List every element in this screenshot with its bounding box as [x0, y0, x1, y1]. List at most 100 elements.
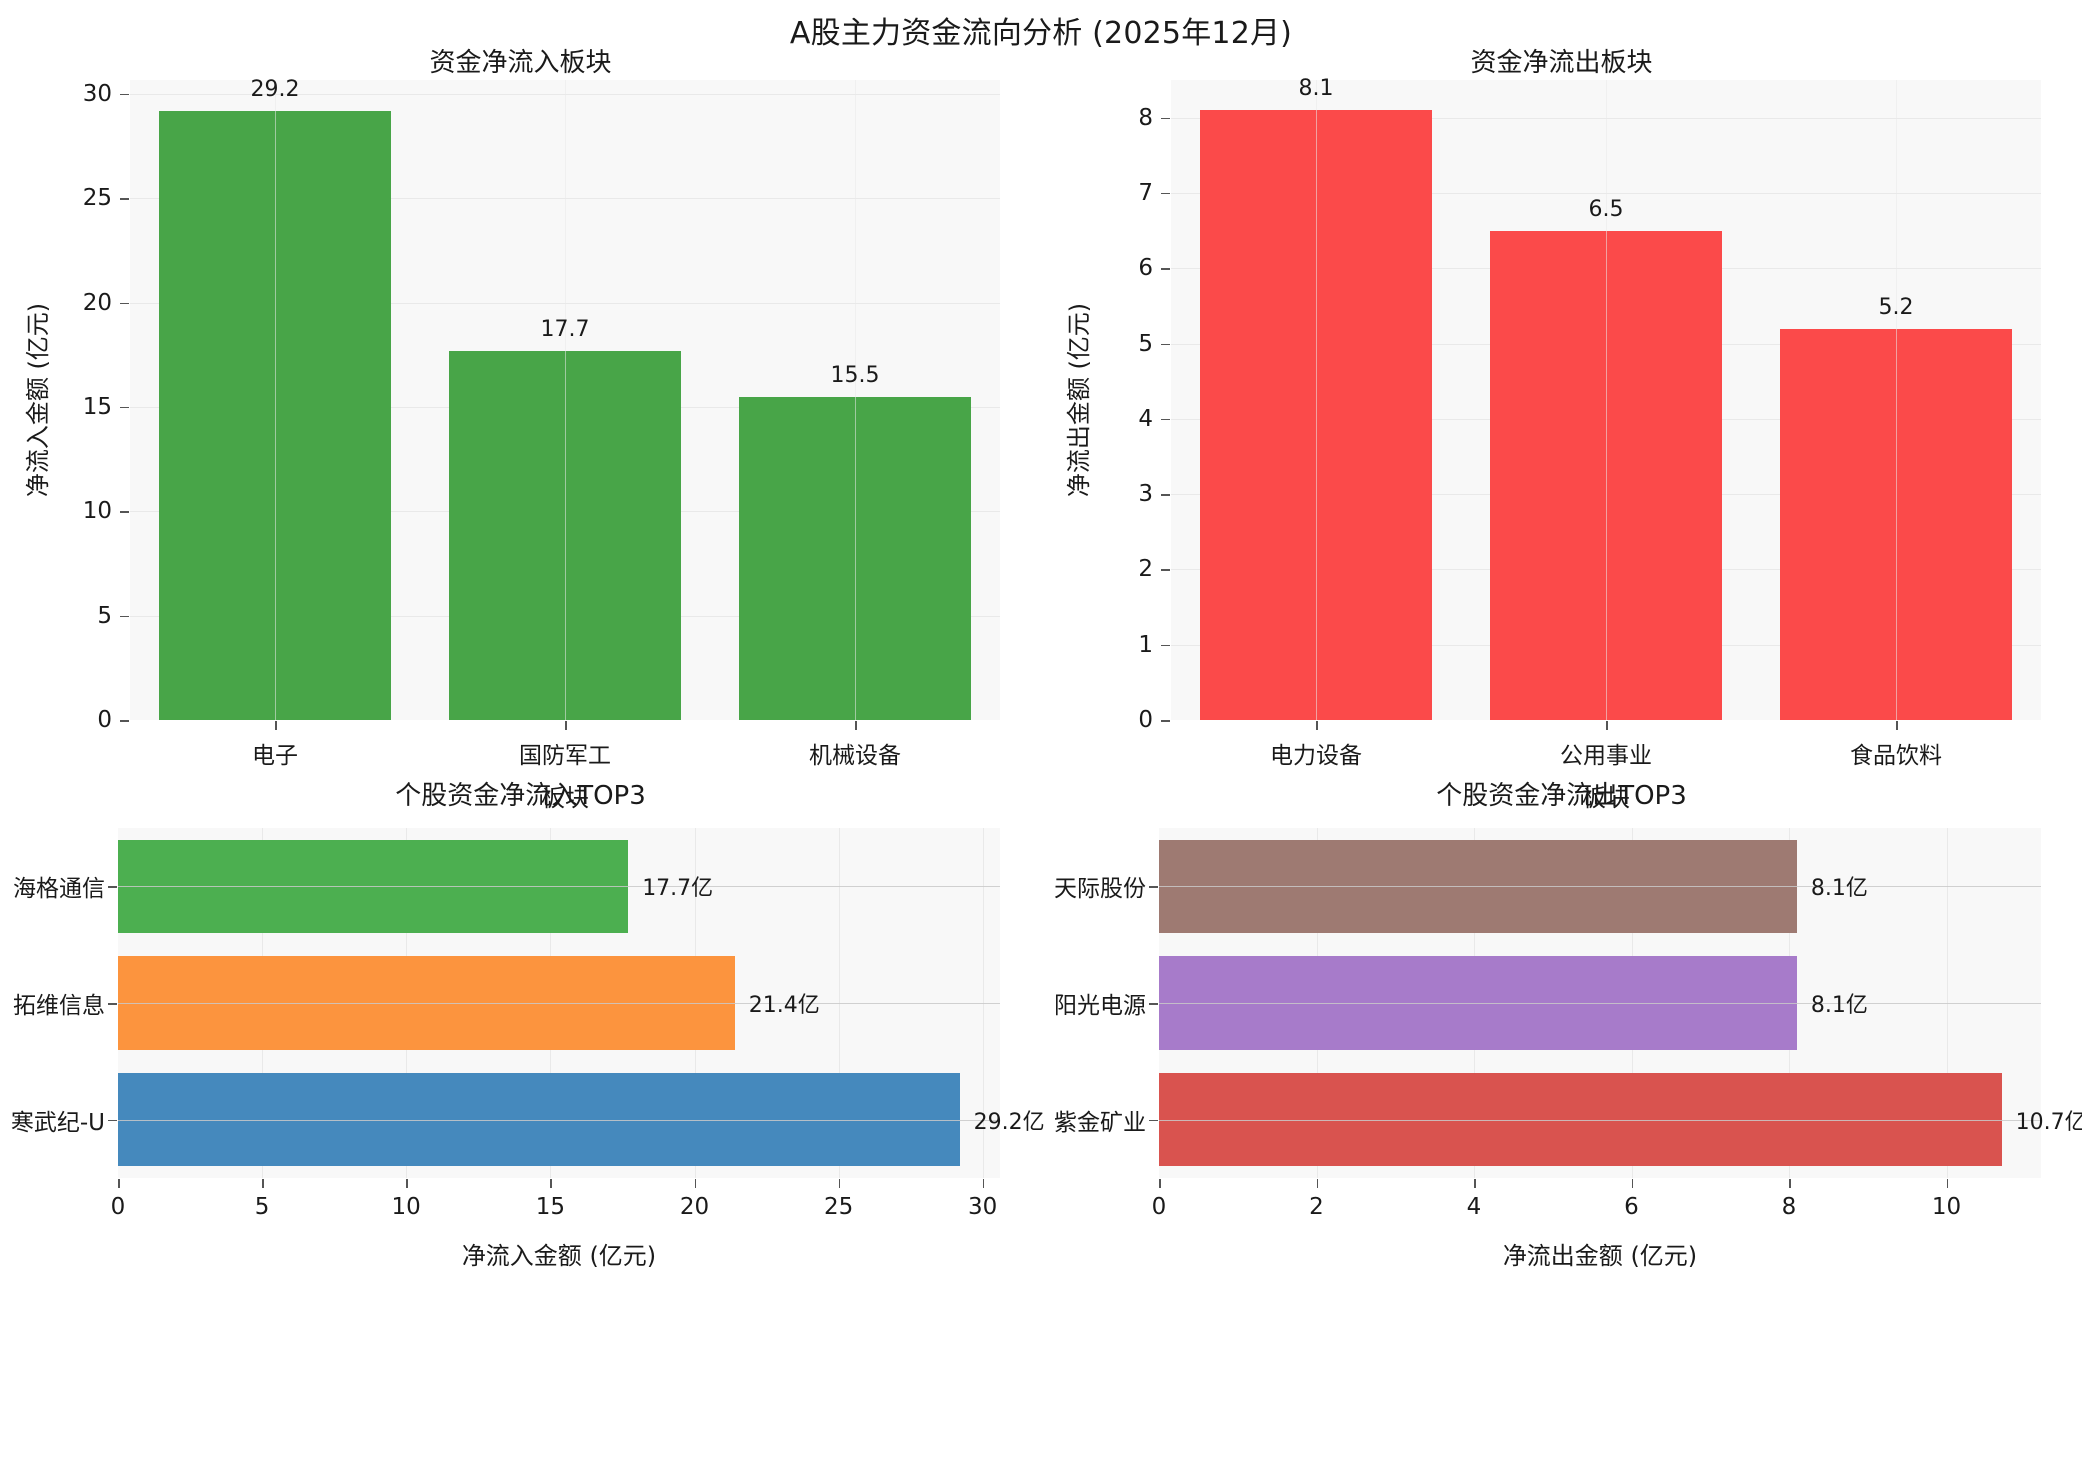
bar-value-label-sp3: 10.7亿: [2015, 1109, 2082, 1135]
y-tick-label-sp1: 2: [1138, 556, 1153, 583]
y-tick-mark-sp1: [1161, 418, 1170, 421]
x-tick-label-sp0[interactable]: 机械设备: [809, 743, 901, 769]
x-tick-mark-sp3: [1159, 1179, 1161, 1188]
subplot-stock-inflow: 个股资金净流入TOP3 净流入金额 (亿元) 0 5 10 15 20 25 30 17.7亿…: [0, 775, 1045, 1478]
y-tick-label-sp0: 30: [82, 80, 112, 107]
y-tick-mark-sp2: [108, 1119, 117, 1122]
plot-area-sector-inflow: [130, 80, 1000, 720]
bar-value-label-sp1: 5.2: [1878, 294, 1914, 320]
x-tick-mark-sp3: [1789, 1179, 1791, 1188]
gridline-vertical-sp0: [855, 80, 856, 720]
y-tick-label-sp0: 20: [82, 289, 112, 316]
x-tick-label-sp1[interactable]: 公用事业: [1560, 743, 1652, 769]
gridline-horizontal-sp2: [118, 886, 1000, 888]
x-tick-mark-sp0: [565, 721, 567, 730]
subplot-stock-outflow: 个股资金净流出TOP3 净流出金额 (亿元) 0 2 4 6 8 10 8.1亿 天际股份 8.…: [1041, 775, 2082, 1478]
y-tick-mark-sp0: [120, 302, 129, 304]
x-tick-mark-sp2: [838, 1179, 841, 1188]
gridline-vertical-sp1: [1896, 80, 1897, 720]
subplot-title-stock-inflow: 个股资金净流入TOP3: [395, 781, 646, 811]
y-tick-mark-sp1: [1161, 494, 1170, 496]
bar-sp3[interactable]: [1159, 1073, 2002, 1167]
gridline-horizontal-sp3: [1159, 886, 2041, 888]
y-tick-label-sp1: 6: [1138, 255, 1153, 282]
x-tick-mark-sp2: [118, 1179, 120, 1188]
gridline-horizontal-sp2: [118, 1003, 1000, 1004]
bar-sp2[interactable]: [118, 956, 735, 1050]
x-tick-mark-sp1: [1316, 721, 1318, 730]
y-tick-mark-sp2: [108, 886, 117, 888]
y-tick-mark-sp0: [120, 406, 129, 409]
x-tick-label-sp0[interactable]: 国防军工: [519, 743, 611, 769]
x-tick-label-sp2: 20: [679, 1194, 710, 1220]
y-tick-mark-sp3: [1149, 1119, 1158, 1122]
gridline-vertical-sp1: [1316, 80, 1317, 720]
y-tick-label-sp1: 7: [1138, 179, 1153, 206]
x-tick-label-sp1[interactable]: 电力设备: [1270, 743, 1362, 769]
y-tick-mark-sp2: [108, 1003, 117, 1005]
subplot-title-sector-inflow: 资金净流入板块: [429, 48, 612, 78]
subplot-title-sector-outflow: 资金净流出板块: [1470, 48, 1653, 78]
bar-value-label-sp2: 29.2亿: [973, 1109, 1045, 1135]
bar-value-label-sp0: 29.2: [250, 76, 300, 102]
y-tick-mark-sp3: [1149, 1003, 1158, 1005]
y-tick-label-sp3[interactable]: 天际股份: [1054, 876, 1146, 903]
gridline-vertical-sp0: [565, 80, 566, 720]
x-tick-mark-sp2: [550, 1179, 552, 1188]
subplot-sector-inflow: 资金净流入板块 净流入金额 (亿元) 板块 0 5 10 15 20 25 30 29.2 电子…: [0, 42, 1041, 812]
y-tick-label-sp1: 5: [1138, 330, 1153, 357]
bar-sp3[interactable]: [1159, 956, 1797, 1050]
y-tick-label-sp1: 4: [1138, 405, 1153, 432]
x-tick-mark-sp3: [1946, 1179, 1948, 1188]
y-tick-label-sp0: 5: [97, 602, 112, 629]
gridline-vertical-sp1: [1606, 80, 1607, 720]
x-axis-label-sector-inflow: 板块: [541, 784, 589, 812]
x-tick-mark-sp3: [1316, 1179, 1318, 1188]
y-tick-label-sp2[interactable]: 拓维信息: [13, 993, 105, 1019]
y-tick-label-sp0: 10: [82, 498, 112, 525]
y-tick-label-sp1: 8: [1138, 104, 1153, 131]
y-tick-mark-sp0: [120, 615, 129, 618]
gridline-horizontal-sp2: [118, 1119, 1000, 1121]
y-tick-label-sp3[interactable]: 阳光电源: [1054, 993, 1146, 1019]
gridline-vertical-sp0: [275, 80, 276, 720]
subplot-sector-outflow: 资金净流出板块 净流出金额 (亿元) 板块 0 1 2 3 4 5 6 7 8 8.1 电力设备 6.…: [1041, 42, 2082, 812]
x-tick-label-sp0[interactable]: 电子: [252, 743, 298, 769]
y-tick-label-sp0: 15: [82, 393, 112, 420]
x-tick-mark-sp2: [982, 1179, 985, 1188]
x-tick-label-sp1[interactable]: 食品饮料: [1850, 743, 1942, 769]
bar-value-label-sp0: 15.5: [830, 362, 880, 388]
x-axis-label-stock-inflow: 净流入金额 (亿元): [461, 1242, 657, 1270]
x-tick-mark-sp3: [1474, 1179, 1476, 1188]
x-tick-mark-sp0: [275, 721, 277, 730]
bar-value-label-sp2: 21.4亿: [748, 993, 820, 1018]
x-tick-label-sp2: 10: [391, 1194, 421, 1220]
y-tick-label-sp0: 25: [82, 185, 112, 212]
bar-value-label-sp1: 6.5: [1588, 196, 1624, 222]
x-tick-label-sp3: 6: [1624, 1194, 1639, 1220]
gridline-horizontal-sp3: [1159, 1119, 2041, 1121]
y-tick-mark-sp0: [120, 511, 129, 513]
y-tick-label-sp2[interactable]: 海格通信: [13, 876, 105, 903]
x-tick-label-sp3: 2: [1309, 1194, 1324, 1220]
x-tick-mark-sp0: [855, 721, 857, 730]
y-tick-mark-sp1: [1161, 569, 1170, 571]
y-tick-mark-sp1: [1161, 268, 1170, 270]
x-tick-mark-sp1: [1606, 721, 1608, 730]
figure-title: A股主力资金流向分析 (2025年12月): [789, 16, 1293, 51]
y-tick-label-sp3[interactable]: 紫金矿业: [1054, 1109, 1146, 1136]
y-tick-mark-sp0: [120, 198, 129, 200]
x-tick-label-sp3: 10: [1931, 1194, 1962, 1220]
bar-sp2[interactable]: [118, 1073, 960, 1167]
x-tick-label-sp3: 0: [1151, 1194, 1167, 1220]
bar-value-label-sp1: 8.1: [1298, 76, 1334, 102]
x-tick-label-sp2: 15: [535, 1194, 566, 1220]
plot-area-sector-outflow: [1171, 80, 2041, 720]
y-tick-label-sp2[interactable]: 寒武纪-U: [10, 1109, 105, 1136]
x-tick-mark-sp3: [1631, 1179, 1633, 1188]
x-tick-label-sp2: 0: [110, 1194, 126, 1220]
x-tick-label-sp2: 5: [254, 1194, 270, 1220]
x-tick-label-sp2: 30: [968, 1194, 998, 1220]
bar-value-label-sp3: 8.1亿: [1810, 993, 1868, 1018]
y-tick-mark-sp1: [1161, 343, 1170, 345]
